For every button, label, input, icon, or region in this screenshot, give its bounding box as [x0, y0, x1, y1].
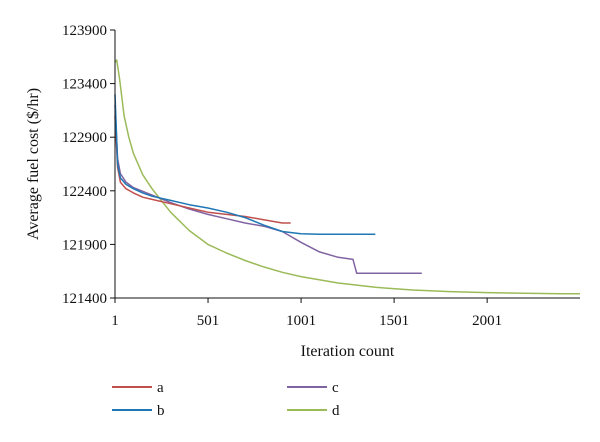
legend-label-a: a [157, 380, 164, 396]
series-line-a [114, 115, 291, 224]
x-axis-ticks: 1 501 1001 1501 2001 [111, 298, 502, 329]
x-tick-label: 1501 [379, 313, 409, 329]
y-axis-ticks: 121400 121900 122400 122900 123400 123900 [62, 23, 115, 307]
y-tick-label: 121900 [62, 237, 107, 253]
series-layer [114, 59, 580, 295]
y-axis-title: Average fuel cost ($/hr) [25, 88, 42, 240]
x-axis-title: Iteration count [301, 343, 395, 360]
y-tick-label: 123400 [62, 77, 107, 93]
series-line-d [114, 59, 580, 295]
y-tick-label: 122900 [62, 130, 107, 146]
legend-item-a: a [112, 380, 164, 396]
x-tick-label: 1 [111, 313, 119, 329]
legend-item-b: b [112, 403, 165, 419]
legend-item-c: c [287, 380, 339, 396]
y-tick-label: 122400 [62, 184, 107, 200]
y-tick-label: 121400 [62, 291, 107, 307]
x-tick-label: 1001 [286, 313, 316, 329]
legend-label-b: b [157, 403, 165, 419]
legend-label-c: c [332, 380, 339, 396]
y-tick-label: 123900 [62, 23, 107, 39]
legend-item-d: d [287, 403, 340, 419]
series-line-c [114, 104, 422, 275]
series-line-b [114, 94, 376, 235]
legend: ab cd [112, 380, 340, 419]
x-tick-label: 501 [197, 313, 220, 329]
x-tick-label: 2001 [472, 313, 502, 329]
legend-label-d: d [332, 403, 340, 419]
